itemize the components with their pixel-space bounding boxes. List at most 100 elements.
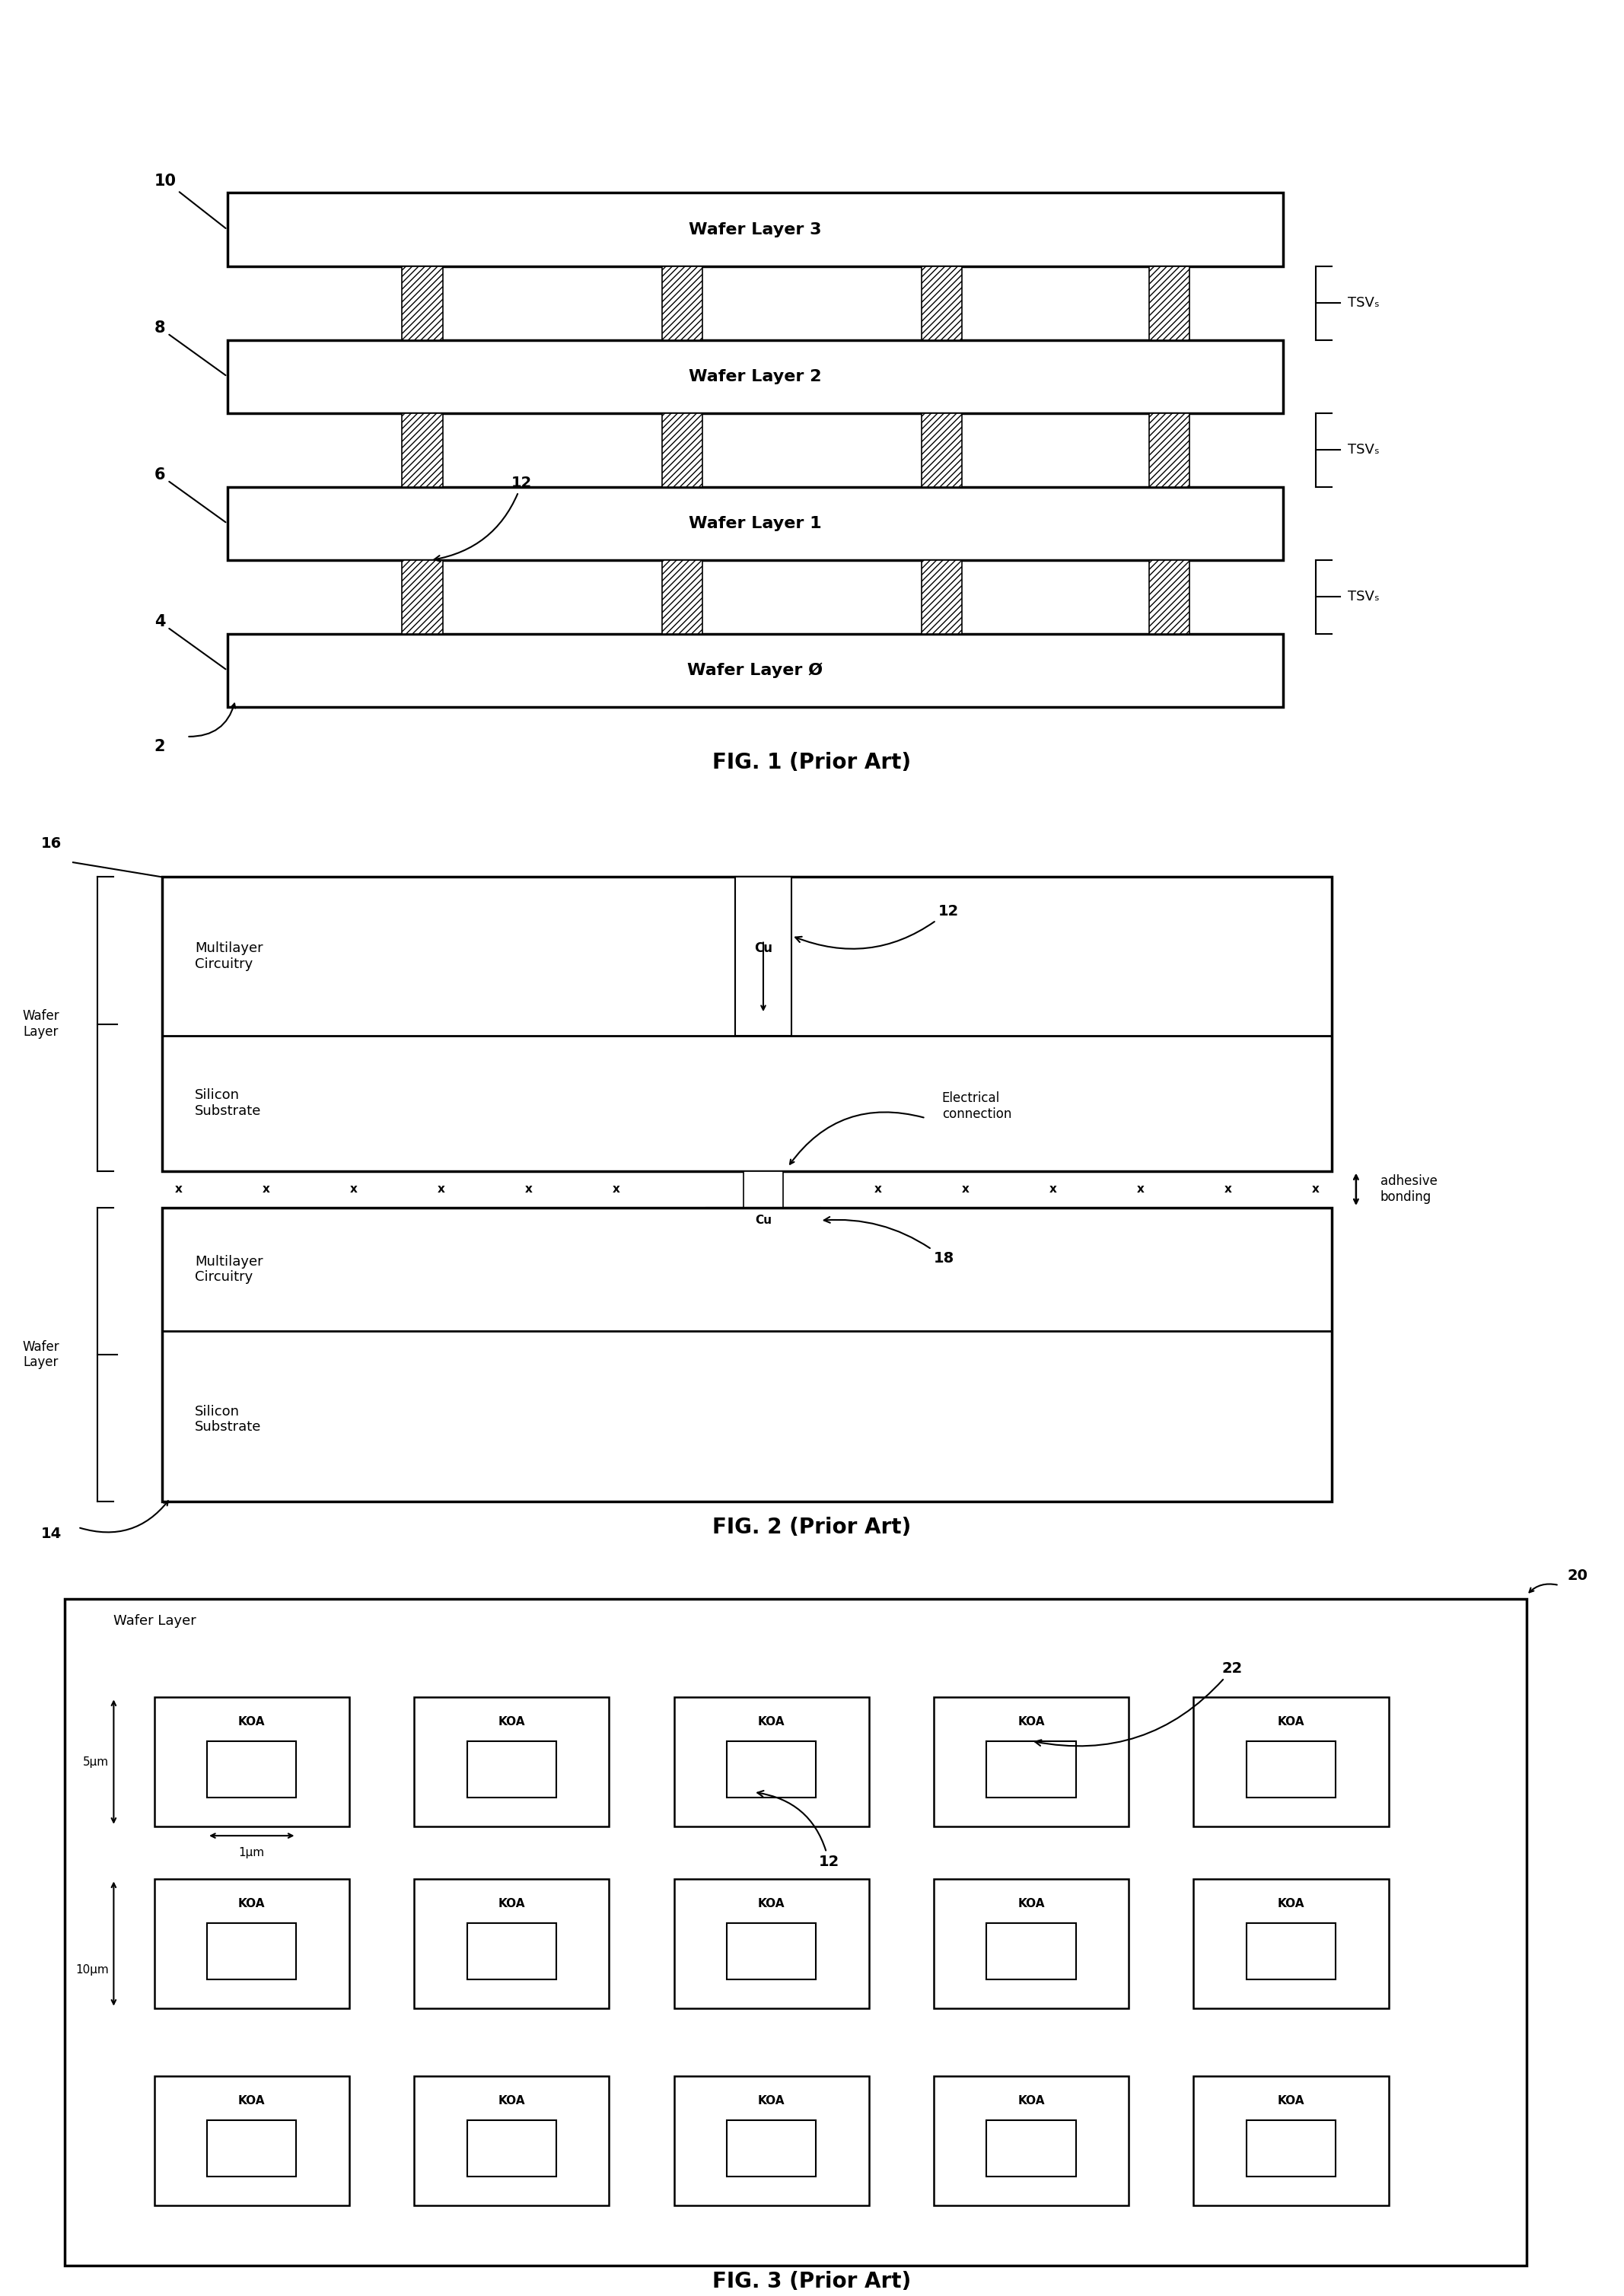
Text: KOA: KOA	[239, 1899, 265, 1910]
Text: Silicon
Substrate: Silicon Substrate	[195, 1405, 261, 1435]
Text: 6: 6	[154, 466, 226, 521]
FancyBboxPatch shape	[728, 1740, 817, 1798]
FancyBboxPatch shape	[728, 1922, 817, 1979]
Text: KOA: KOA	[758, 1899, 784, 1910]
Text: x: x	[961, 1185, 970, 1194]
Text: Wafer Layer 2: Wafer Layer 2	[689, 370, 822, 383]
FancyBboxPatch shape	[1194, 1697, 1389, 1825]
Text: FIG. 2 (Prior Art): FIG. 2 (Prior Art)	[713, 1518, 911, 1538]
FancyBboxPatch shape	[208, 1740, 296, 1798]
FancyBboxPatch shape	[227, 487, 1283, 560]
Text: x: x	[525, 1185, 533, 1194]
FancyBboxPatch shape	[986, 1922, 1075, 1979]
Text: Electrical
connection: Electrical connection	[942, 1091, 1012, 1120]
Text: 18: 18	[823, 1217, 955, 1265]
Text: Wafer Layer 1: Wafer Layer 1	[689, 517, 822, 530]
FancyBboxPatch shape	[154, 1697, 349, 1825]
FancyBboxPatch shape	[922, 413, 961, 487]
Text: KOA: KOA	[499, 1717, 525, 1729]
Text: Silicon
Substrate: Silicon Substrate	[195, 1088, 261, 1118]
FancyBboxPatch shape	[922, 560, 961, 634]
Text: x: x	[263, 1185, 270, 1194]
FancyBboxPatch shape	[1194, 1878, 1389, 2009]
Text: KOA: KOA	[1018, 2096, 1044, 2108]
Text: x: x	[874, 1185, 882, 1194]
Text: Wafer Layer: Wafer Layer	[114, 1614, 197, 1628]
FancyBboxPatch shape	[674, 1697, 869, 1825]
Text: 1μm: 1μm	[239, 1846, 265, 1857]
Text: Wafer Layer Ø: Wafer Layer Ø	[687, 664, 823, 677]
FancyBboxPatch shape	[663, 560, 703, 634]
FancyBboxPatch shape	[1150, 560, 1189, 634]
Text: Wafer
Layer: Wafer Layer	[23, 1341, 58, 1368]
FancyBboxPatch shape	[1150, 266, 1189, 340]
FancyBboxPatch shape	[154, 1878, 349, 2009]
FancyBboxPatch shape	[65, 1598, 1527, 2266]
Text: x: x	[1224, 1185, 1231, 1194]
Text: 14: 14	[41, 1527, 62, 1541]
FancyBboxPatch shape	[414, 1697, 609, 1825]
Text: TSVₛ: TSVₛ	[1348, 443, 1380, 457]
FancyBboxPatch shape	[227, 340, 1283, 413]
Text: x: x	[349, 1185, 357, 1194]
FancyBboxPatch shape	[403, 560, 442, 634]
Text: KOA: KOA	[758, 2096, 784, 2108]
Text: 12: 12	[434, 475, 533, 563]
FancyBboxPatch shape	[986, 2119, 1075, 2177]
Text: adhesive
bonding: adhesive bonding	[1380, 1176, 1437, 1203]
Text: KOA: KOA	[1278, 1899, 1304, 1910]
Text: TSVₛ: TSVₛ	[1348, 296, 1380, 310]
Text: 20: 20	[1567, 1568, 1588, 1582]
FancyBboxPatch shape	[934, 2076, 1129, 2204]
Text: x: x	[612, 1185, 620, 1194]
Text: FIG. 1 (Prior Art): FIG. 1 (Prior Art)	[713, 753, 911, 774]
Text: x: x	[437, 1185, 445, 1194]
FancyBboxPatch shape	[414, 2076, 609, 2204]
FancyBboxPatch shape	[1247, 1740, 1335, 1798]
Text: Multilayer
Circuitry: Multilayer Circuitry	[195, 1254, 263, 1283]
Text: x: x	[175, 1185, 182, 1194]
Text: KOA: KOA	[499, 1899, 525, 1910]
Text: x: x	[1312, 1185, 1319, 1194]
Text: 16: 16	[41, 836, 62, 852]
Text: KOA: KOA	[1278, 1717, 1304, 1729]
FancyBboxPatch shape	[468, 1922, 555, 1979]
FancyBboxPatch shape	[674, 2076, 869, 2204]
Text: Wafer Layer 3: Wafer Layer 3	[689, 223, 822, 236]
FancyBboxPatch shape	[468, 1740, 555, 1798]
Text: 8: 8	[154, 319, 226, 374]
Text: 2: 2	[154, 739, 166, 755]
Text: Wafer
Layer: Wafer Layer	[23, 1010, 58, 1038]
Text: x: x	[1137, 1185, 1145, 1194]
Text: 12: 12	[757, 1791, 840, 1869]
FancyBboxPatch shape	[1194, 2076, 1389, 2204]
Text: 5μm: 5μm	[83, 1756, 109, 1768]
FancyBboxPatch shape	[162, 877, 1332, 1171]
Text: KOA: KOA	[1018, 1717, 1044, 1729]
FancyBboxPatch shape	[227, 634, 1283, 707]
Text: KOA: KOA	[239, 2096, 265, 2108]
FancyBboxPatch shape	[162, 1208, 1332, 1502]
FancyBboxPatch shape	[728, 2119, 817, 2177]
FancyBboxPatch shape	[1150, 413, 1189, 487]
FancyBboxPatch shape	[663, 266, 703, 340]
Text: KOA: KOA	[1278, 2096, 1304, 2108]
FancyBboxPatch shape	[468, 2119, 555, 2177]
FancyBboxPatch shape	[414, 1878, 609, 2009]
Text: KOA: KOA	[239, 1717, 265, 1729]
FancyBboxPatch shape	[663, 413, 703, 487]
FancyBboxPatch shape	[934, 1878, 1129, 2009]
FancyBboxPatch shape	[1247, 1922, 1335, 1979]
FancyBboxPatch shape	[208, 1922, 296, 1979]
Text: x: x	[1049, 1185, 1057, 1194]
Text: Cu: Cu	[754, 941, 773, 955]
Text: FIG. 3 (Prior Art): FIG. 3 (Prior Art)	[713, 2271, 911, 2291]
FancyBboxPatch shape	[744, 1171, 783, 1208]
FancyBboxPatch shape	[208, 2119, 296, 2177]
Text: 10: 10	[154, 172, 226, 227]
FancyBboxPatch shape	[154, 2076, 349, 2204]
Text: 10μm: 10μm	[75, 1965, 109, 1977]
FancyBboxPatch shape	[227, 193, 1283, 266]
FancyBboxPatch shape	[922, 266, 961, 340]
Text: 12: 12	[796, 905, 958, 948]
